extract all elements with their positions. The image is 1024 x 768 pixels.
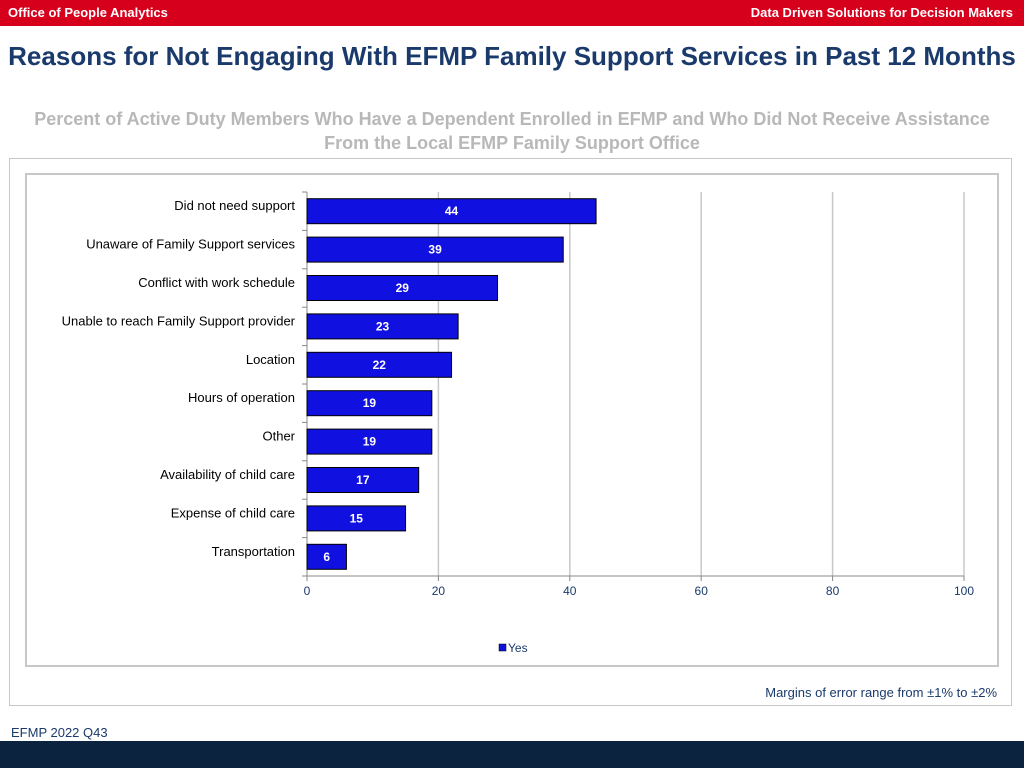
data-label: 29 xyxy=(396,281,410,295)
bar xyxy=(306,505,407,532)
bar xyxy=(306,198,597,225)
margin-of-error-note: Margins of error range from ±1% to ±2% xyxy=(765,685,997,700)
bar xyxy=(306,543,347,570)
legend-label: Yes xyxy=(508,641,528,655)
data-label: 19 xyxy=(363,396,377,410)
category-label: Availability of child care xyxy=(160,467,295,482)
category-label: Hours of operation xyxy=(188,390,295,405)
chart-area xyxy=(25,173,999,667)
data-label: 19 xyxy=(363,435,377,449)
x-tick-label: 40 xyxy=(563,584,577,598)
data-label: 6 xyxy=(323,550,330,564)
x-tick-label: 20 xyxy=(432,584,446,598)
bar xyxy=(306,390,433,417)
category-label: Did not need support xyxy=(174,198,295,213)
data-label: 15 xyxy=(350,511,364,525)
x-tick-label: 60 xyxy=(695,584,709,598)
org-name: Office of People Analytics xyxy=(8,5,168,20)
bar xyxy=(306,428,433,455)
data-label: 23 xyxy=(376,319,390,333)
category-label: Unable to reach Family Support provider xyxy=(62,313,296,328)
bar xyxy=(306,467,420,493)
category-label: Transportation xyxy=(212,544,295,559)
bar xyxy=(306,275,499,301)
category-label: Expense of child care xyxy=(171,505,295,520)
category-label: Unaware of Family Support services xyxy=(86,237,295,252)
x-tick-label: 0 xyxy=(304,584,311,598)
data-label: 44 xyxy=(445,204,459,218)
x-tick-label: 80 xyxy=(826,584,840,598)
category-label: Location xyxy=(246,352,295,367)
tagline: Data Driven Solutions for Decision Maker… xyxy=(750,5,1013,20)
category-label: Conflict with work schedule xyxy=(138,275,295,290)
source-label: EFMP 2022 Q43 xyxy=(11,725,108,740)
category-label: Other xyxy=(262,429,295,444)
x-tick-label: 100 xyxy=(954,584,974,598)
chart-title: Reasons for Not Engaging With EFMP Famil… xyxy=(8,41,1016,71)
data-label: 39 xyxy=(428,243,442,257)
legend-swatch xyxy=(498,643,507,652)
bar xyxy=(306,351,453,378)
data-label: 22 xyxy=(373,358,387,372)
header-bar: Office of People Analytics Data Driven S… xyxy=(0,0,1024,26)
bar xyxy=(306,313,459,340)
data-label: 17 xyxy=(356,473,370,487)
footer-bar xyxy=(0,741,1024,768)
bar xyxy=(306,236,564,263)
chart-subtitle: Percent of Active Duty Members Who Have … xyxy=(34,109,990,153)
chart-panel xyxy=(9,158,1012,706)
